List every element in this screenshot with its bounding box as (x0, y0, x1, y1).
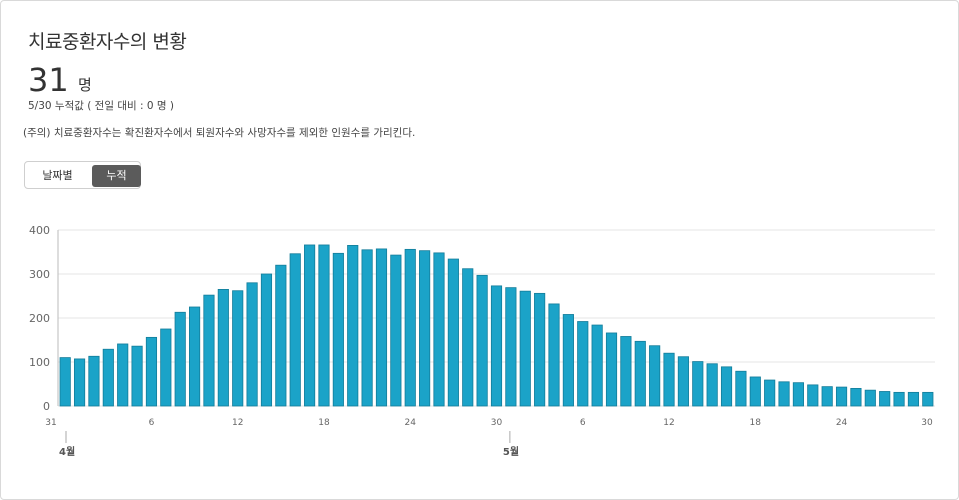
bar (361, 249, 373, 407)
bar (505, 287, 517, 407)
bar (275, 264, 287, 407)
bar (73, 358, 86, 407)
bar (677, 356, 689, 407)
x-tick-label: 6 (149, 418, 155, 428)
x-tick-label: 24 (836, 418, 848, 428)
bar (404, 248, 416, 407)
month-label: 4월 (59, 446, 75, 458)
y-tick-label: 200 (29, 312, 50, 325)
bar (663, 352, 675, 407)
x-tick-label: 30 (921, 418, 933, 428)
bar (807, 384, 819, 407)
bar (160, 328, 172, 407)
bar (419, 250, 431, 407)
bar (189, 306, 201, 407)
bar (131, 345, 143, 407)
bar (203, 294, 215, 407)
definition-note: (주의) 치료중환자수는 확진환자수에서 퇴원자수와 사망자수를 제외한 인원수… (23, 127, 416, 139)
bar (246, 282, 258, 407)
bar (217, 289, 229, 407)
bar (649, 345, 661, 407)
x-tick-label: 24 (405, 418, 417, 428)
bar (548, 303, 560, 407)
daily-toggle-button[interactable]: 날짜별 (42, 169, 73, 182)
bar (821, 386, 833, 407)
bar (102, 348, 114, 407)
x-tick-label: 6 (580, 418, 586, 428)
bar (289, 253, 301, 407)
bar (260, 273, 273, 407)
bar (591, 324, 603, 407)
bar (375, 248, 388, 407)
bar (577, 321, 589, 407)
x-tick-label: 12 (232, 418, 243, 428)
x-tick-label: 18 (318, 418, 330, 428)
bar (390, 254, 402, 407)
bar (792, 382, 804, 407)
bar (605, 332, 618, 407)
bar (835, 386, 848, 407)
y-tick-label: 400 (29, 224, 50, 237)
bar (433, 252, 445, 407)
bar (907, 391, 920, 407)
bar (347, 245, 359, 407)
y-tick-label: 100 (29, 356, 50, 369)
bar (59, 357, 71, 407)
bar (476, 274, 488, 407)
bar (720, 366, 733, 407)
bar-chart: 0 100 200 300 400 31 6 12 18 24 30 6 12 18 24 30 4월 5월 (29, 224, 935, 458)
bar (462, 268, 474, 407)
bar (562, 314, 574, 407)
bar (879, 391, 891, 407)
bar (447, 258, 459, 407)
x-tick-label: 18 (750, 418, 762, 428)
bar (318, 244, 330, 407)
month-label: 5월 (503, 446, 519, 458)
x-tick-label: 30 (491, 418, 503, 428)
view-toggle: 날짜별 누적 (24, 161, 141, 189)
bar (864, 389, 876, 407)
bar (735, 370, 747, 407)
x-tick-label: 31 (45, 418, 56, 428)
cumulative-toggle-button[interactable]: 누적 (92, 165, 141, 187)
current-value-unit: 명 (78, 76, 92, 94)
bar (692, 361, 704, 407)
bar (893, 391, 905, 407)
page-title: 치료중환자수의 변황 (28, 31, 187, 53)
y-tick-label: 300 (29, 268, 50, 281)
bar (534, 292, 546, 407)
bar (764, 379, 776, 407)
bar (922, 391, 934, 407)
bar (88, 355, 100, 407)
y-tick-label: 0 (43, 400, 50, 413)
bar (706, 363, 718, 407)
current-value: 31 (28, 61, 69, 99)
bar (145, 336, 158, 407)
x-tick-label: 12 (663, 418, 674, 428)
bar (232, 290, 244, 407)
bar (304, 244, 316, 407)
bar (519, 290, 531, 407)
bar (174, 311, 186, 407)
bar (490, 285, 503, 407)
bar (850, 387, 862, 407)
cumulative-summary: 5/30 누적값 ( 전일 대비 : 0 명 ) (28, 100, 174, 112)
bar (620, 336, 632, 407)
bar (749, 376, 761, 407)
bar (778, 381, 790, 407)
bar (332, 252, 344, 407)
bar (117, 343, 129, 407)
bar (634, 340, 646, 407)
